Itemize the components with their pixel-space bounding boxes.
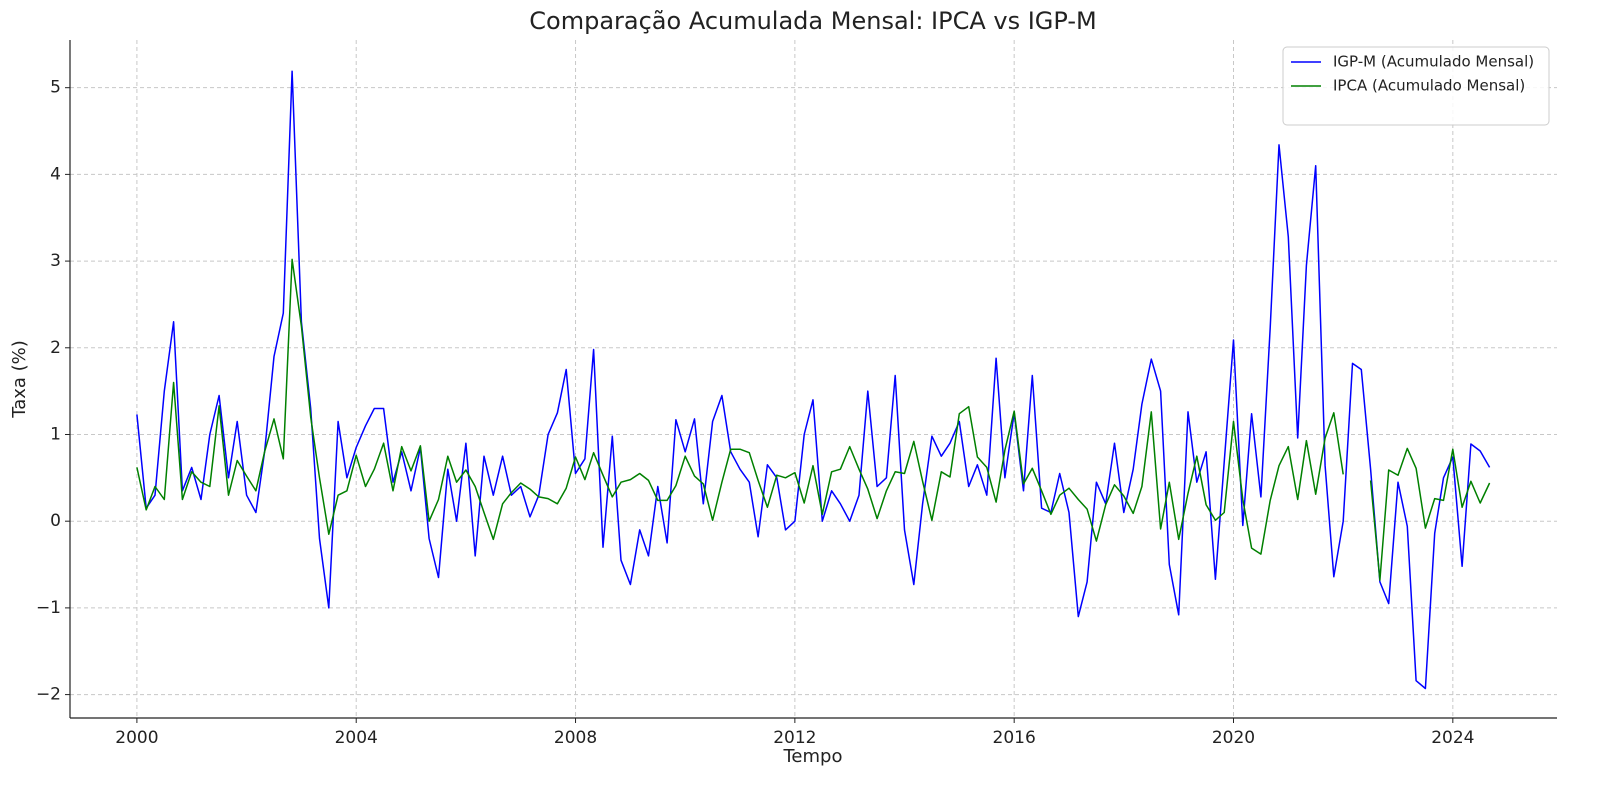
x-axis-label: Tempo (783, 746, 843, 767)
y-tick-label: 4 (50, 164, 61, 184)
x-tick-label: 2012 (773, 728, 816, 748)
x-tick-label: 2016 (993, 728, 1036, 748)
y-tick-label: −1 (36, 598, 61, 618)
series-line (136, 70, 1491, 690)
legend: IGP-M (Acumulado Mensal) IPCA (Acumulado … (1282, 46, 1550, 126)
y-tick-label: 0 (50, 511, 61, 531)
y-tick-label: 1 (50, 424, 61, 444)
x-tick-label: 2020 (1212, 728, 1255, 748)
x-tick-label: 2024 (1431, 728, 1474, 748)
y-tick-label: 5 (50, 78, 61, 98)
x-tick-label: 2000 (115, 728, 158, 748)
y-axis-label: Taxa (%) (9, 340, 30, 419)
legend-label: IGP-M (Acumulado Mensal) (1333, 53, 1534, 71)
y-tick-label: 2 (50, 338, 61, 358)
legend-label: IPCA (Acumulado Mensal) (1333, 77, 1525, 95)
y-tick-label: −2 (36, 685, 61, 705)
y-tick-label: 3 (50, 251, 61, 271)
chart-title: Comparação Acumulada Mensal: IPCA vs IGP… (529, 7, 1096, 35)
x-tick-label: 2004 (335, 728, 378, 748)
x-tick-label: 2008 (554, 728, 597, 748)
series-line (136, 258, 1491, 581)
legend-box (1282, 46, 1550, 126)
